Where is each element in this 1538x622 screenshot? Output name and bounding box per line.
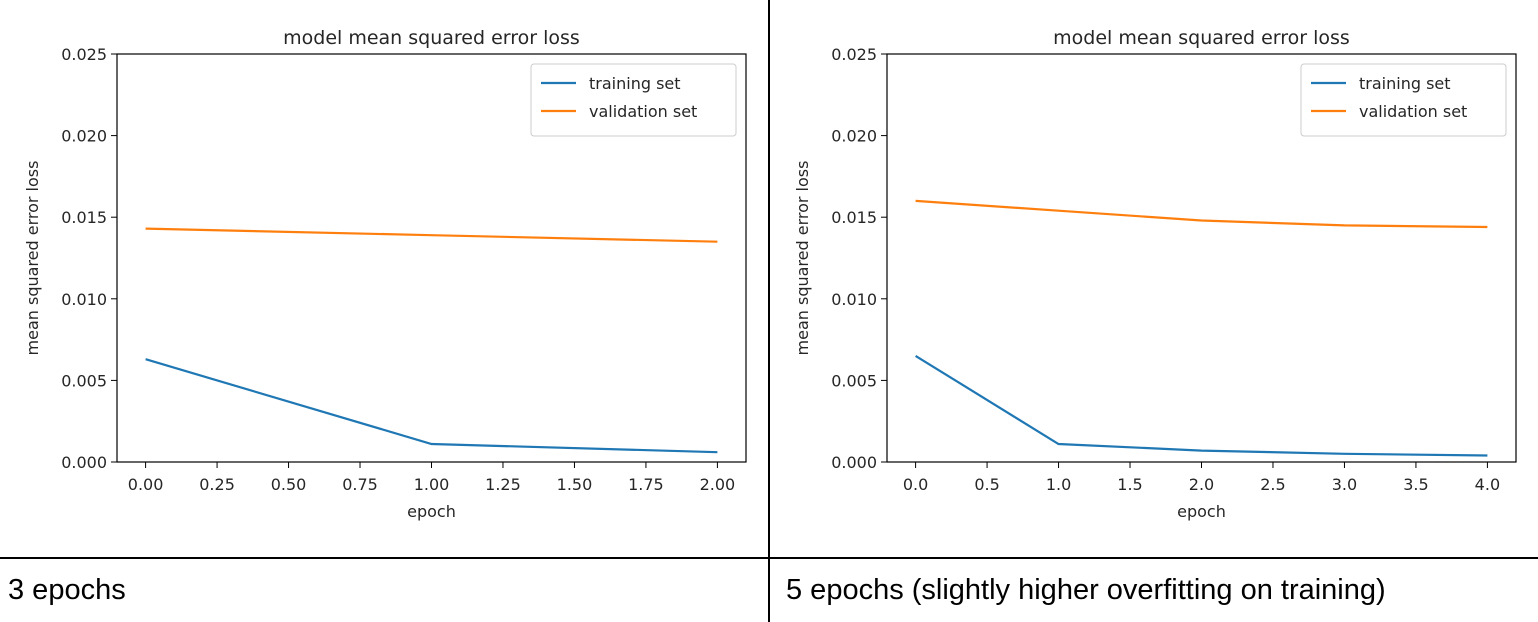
y-tick-label: 0.015 [61,208,107,227]
table-divider-horizontal [0,557,1538,559]
chart-title: model mean squared error loss [283,27,580,49]
legend-label: training set [589,74,681,93]
x-axis-label: epoch [1177,502,1226,521]
x-tick-label: 1.75 [628,475,664,494]
y-tick-label: 0.000 [61,453,107,472]
chart-cell-right: model mean squared error loss 0.000 0.005 0… [770,0,1538,557]
series-line-0 [145,358,718,454]
series-line-1 [145,227,718,243]
x-tick-label: 3.5 [1403,475,1428,494]
chart-title: model mean squared error loss [1053,27,1350,49]
x-tick-label: 2.0 [1189,475,1214,494]
x-tick-label: 1.0 [1046,475,1071,494]
y-tick-label: 0.025 [61,45,107,64]
y-tick-label: 0.005 [831,371,877,390]
series-line-1 [915,199,1488,229]
caption-right: 5 epochs (slightly higher overfitting on… [786,574,1386,606]
x-tick-label: 0.50 [271,475,307,494]
plot-frame [886,53,1517,463]
x-axis-label: epoch [407,502,456,521]
y-tick-label: 0.010 [831,290,877,309]
x-tick-label: 2.5 [1260,475,1285,494]
y-tick-label: 0.020 [61,127,107,146]
x-tick-label: 0.00 [128,475,164,494]
x-tick-label: 4.0 [1475,475,1500,494]
caption-left: 3 epochs [8,574,126,606]
y-tick-label: 0.015 [831,208,877,227]
legend-box [530,63,737,137]
legend-label: training set [1359,74,1451,93]
series-line-0 [915,354,1488,457]
legend-label: validation set [1359,102,1467,121]
table-divider-vertical [768,0,770,622]
x-tick-label: 1.50 [557,475,593,494]
y-axis-label: mean squared error loss [23,161,42,356]
legend-box [1300,63,1507,137]
x-tick-label: 0.75 [342,475,378,494]
chart-cell-left: model mean squared error loss 0.000 0.005 0… [0,0,768,557]
legend-label: validation set [589,102,697,121]
x-tick-label: 0.5 [974,475,999,494]
x-tick-label: 0.25 [199,475,235,494]
x-tick-label: 1.5 [1117,475,1142,494]
x-tick-label: 1.00 [414,475,450,494]
y-tick-label: 0.005 [61,371,107,390]
y-tick-label: 0.000 [831,453,877,472]
y-tick-label: 0.010 [61,290,107,309]
y-axis-label: mean squared error loss [793,161,812,356]
y-tick-label: 0.020 [831,127,877,146]
plot-frame [116,53,747,463]
x-tick-label: 3.0 [1332,475,1357,494]
y-tick-label: 0.025 [831,45,877,64]
x-tick-label: 0.0 [903,475,928,494]
x-tick-label: 2.00 [700,475,736,494]
x-tick-label: 1.25 [485,475,521,494]
chart-3-epochs: model mean squared error loss 0.000 0.005 0… [23,27,747,521]
chart-5-epochs: model mean squared error loss 0.000 0.005 0… [793,27,1517,521]
